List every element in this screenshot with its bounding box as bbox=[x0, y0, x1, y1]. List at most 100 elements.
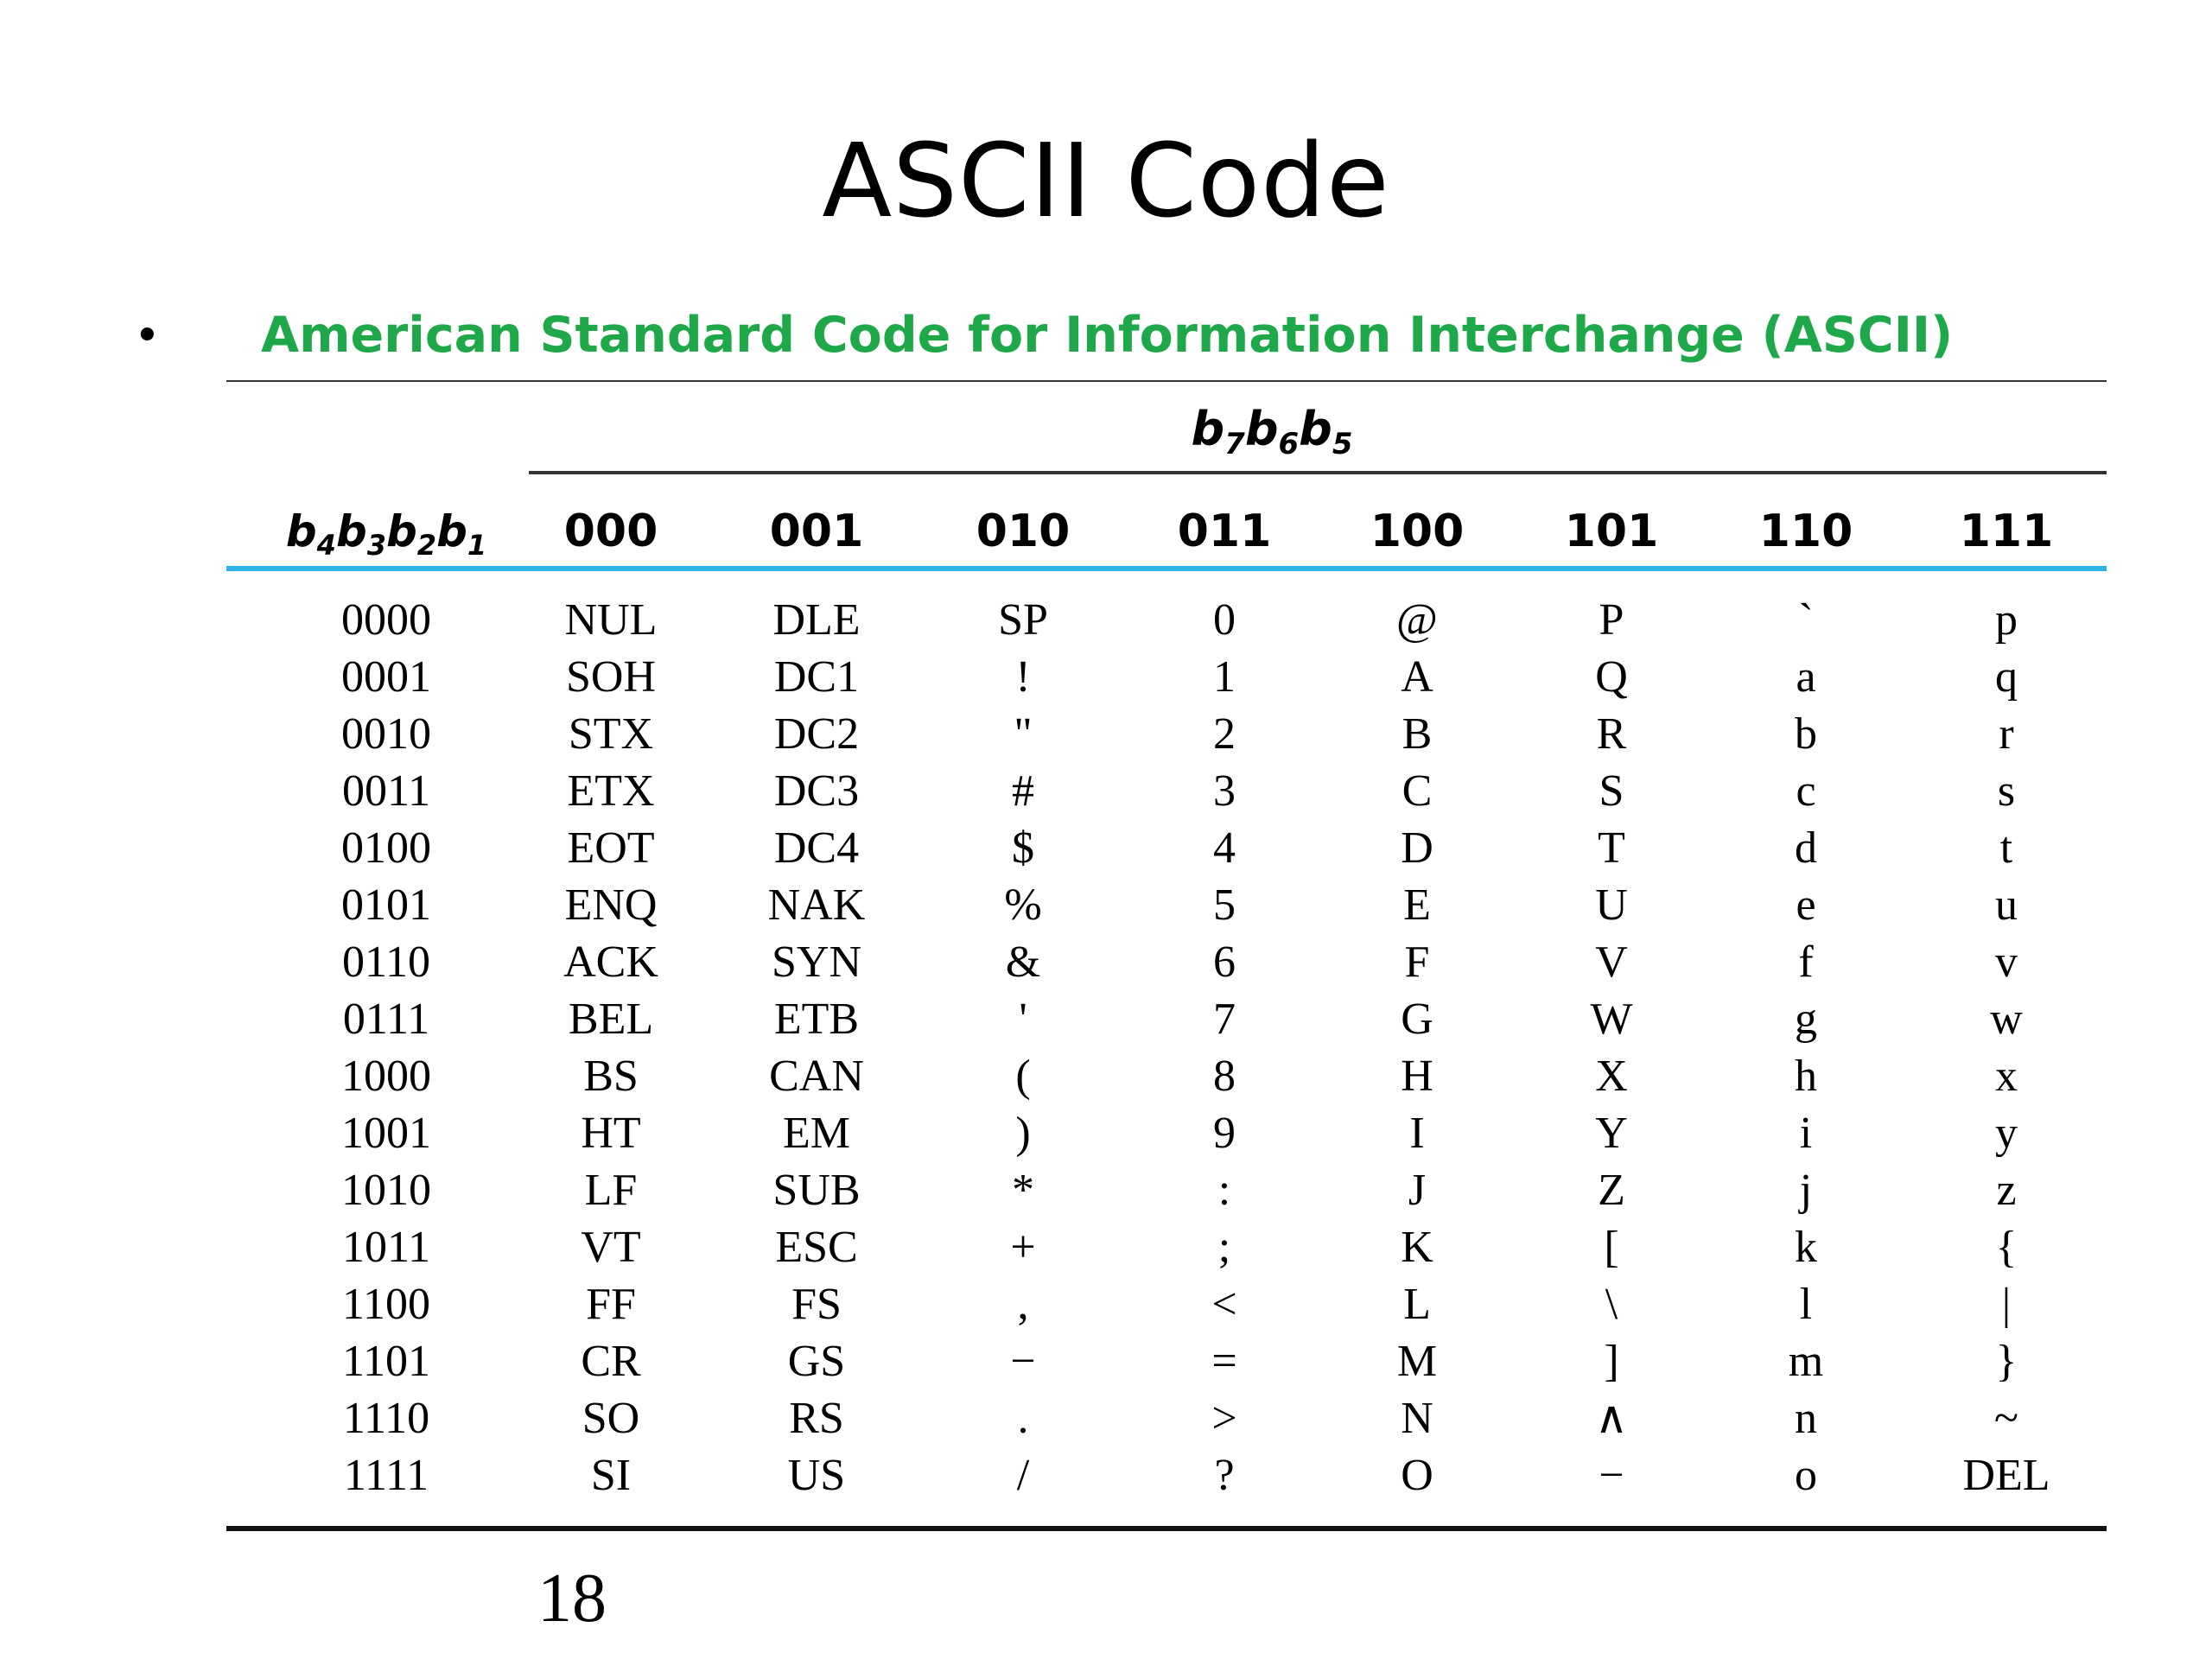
row-code-cell: 1101 bbox=[341, 1337, 431, 1386]
table-cell: + bbox=[1010, 1223, 1036, 1272]
table-cell: ] bbox=[1604, 1337, 1619, 1386]
row-header-label: b4b3b2b1 bbox=[286, 497, 486, 580]
table-cell: ` bbox=[1798, 595, 1814, 645]
table-cell: ' bbox=[1019, 995, 1027, 1044]
table-cell: 3 bbox=[1213, 766, 1236, 816]
column-header: 000 bbox=[563, 505, 658, 557]
bullet-dot-icon: • bbox=[134, 309, 161, 362]
row-header-b4-letter: b bbox=[285, 506, 317, 556]
table-cell: @ bbox=[1396, 595, 1438, 645]
column-group-header-b7-letter: b bbox=[1191, 402, 1225, 456]
table-cell: 9 bbox=[1213, 1109, 1236, 1158]
table-cell: W bbox=[1590, 995, 1633, 1044]
table-cell: k bbox=[1795, 1223, 1817, 1272]
table-cell: i bbox=[1799, 1109, 1813, 1158]
table-cell: N bbox=[1401, 1394, 1433, 1443]
row-code-cell: 0110 bbox=[341, 938, 431, 987]
table-cell: SP bbox=[998, 595, 1048, 645]
table-cell: DC3 bbox=[773, 766, 860, 816]
table-cell: P bbox=[1599, 595, 1624, 645]
row-code-cell: 1100 bbox=[341, 1280, 431, 1329]
table-cell: 6 bbox=[1213, 938, 1236, 987]
page-number: 18 bbox=[537, 1560, 607, 1637]
table-cell: K bbox=[1401, 1223, 1433, 1272]
table-row: 1110 SO RS. > N ∧ n ~ bbox=[226, 1390, 2107, 1447]
column-group-header-b6-subscript: 6 bbox=[1278, 427, 1300, 461]
row-header-b3-subscript: 3 bbox=[366, 529, 386, 562]
table-cell: J bbox=[1408, 1166, 1427, 1215]
table-cell: , bbox=[1017, 1280, 1029, 1329]
table-cell: I bbox=[1409, 1109, 1425, 1158]
table-cell: BS bbox=[583, 1052, 639, 1101]
table-cell: ACK bbox=[563, 938, 658, 987]
table-cell: $ bbox=[1012, 823, 1034, 873]
column-header: 110 bbox=[1758, 505, 1853, 557]
table-cell: M bbox=[1396, 1337, 1438, 1386]
row-code-cell: 0101 bbox=[341, 880, 431, 930]
table-row: 0000 NUL DLE SP 0 @ P ` p bbox=[226, 592, 2107, 649]
table-cell: E bbox=[1403, 880, 1431, 930]
table-cell: US bbox=[787, 1451, 846, 1500]
table-cell: r bbox=[1999, 709, 2014, 759]
table-cell: m bbox=[1788, 1337, 1824, 1386]
table-cell: o bbox=[1795, 1451, 1817, 1500]
table-cell: ETB bbox=[773, 995, 860, 1044]
row-code-cell: 1001 bbox=[341, 1109, 431, 1158]
table-cell: SO bbox=[582, 1394, 640, 1443]
table-cell: GS bbox=[787, 1337, 846, 1386]
table-cell: w bbox=[1990, 995, 2023, 1044]
table-cell: X bbox=[1595, 1052, 1628, 1101]
table-cell: DLE bbox=[772, 595, 861, 645]
row-header-b1-letter: b bbox=[436, 506, 467, 556]
column-header: 100 bbox=[1370, 505, 1465, 557]
table-cell: Y bbox=[1595, 1109, 1628, 1158]
row-code-cell: 0011 bbox=[341, 766, 431, 816]
row-header-b4-subscript: 4 bbox=[316, 529, 336, 562]
table-cell: q bbox=[1995, 652, 2018, 702]
row-code-cell: 0000 bbox=[341, 595, 431, 645]
table-cell: . bbox=[1017, 1394, 1029, 1443]
slide-title: ASCII Code bbox=[822, 121, 1390, 240]
table-header-row: b4b3b2b1 000 001 010 011 100 101 110 111 bbox=[226, 497, 2107, 566]
table-cell: SYN bbox=[771, 938, 862, 987]
table-cell: 1 bbox=[1213, 652, 1236, 702]
table-cell: a bbox=[1796, 652, 1816, 702]
column-header: 001 bbox=[769, 505, 864, 557]
row-code-cell: 1110 bbox=[342, 1394, 430, 1443]
table-cell: x bbox=[1995, 1052, 2018, 1101]
table-cell: S bbox=[1599, 766, 1624, 816]
table-cell: O bbox=[1401, 1451, 1433, 1500]
table-cell: − bbox=[1010, 1337, 1036, 1386]
table-cell: / bbox=[1016, 1451, 1030, 1500]
table-cell: H bbox=[1401, 1052, 1433, 1101]
table-cell: ESC bbox=[775, 1223, 858, 1272]
row-header-b1-subscript: 1 bbox=[467, 529, 487, 562]
table-cell: 5 bbox=[1213, 880, 1236, 930]
table-cell: 8 bbox=[1213, 1052, 1236, 1101]
table-cell: ~ bbox=[1993, 1394, 2019, 1443]
table-cell: D bbox=[1401, 823, 1433, 873]
table-cell: < bbox=[1211, 1280, 1237, 1329]
table-cell: ETX bbox=[567, 766, 655, 816]
table-cell: 2 bbox=[1213, 709, 1236, 759]
table-cell: z bbox=[1996, 1166, 2017, 1215]
table-row: 1101 CR GS − = M] m} bbox=[226, 1333, 2107, 1390]
table-cell: ∧ bbox=[1594, 1394, 1629, 1443]
table-cell: EM bbox=[783, 1109, 850, 1158]
table-cell: VT bbox=[581, 1223, 641, 1272]
table-cell: > bbox=[1211, 1394, 1237, 1443]
table-cell: BEL bbox=[568, 995, 654, 1044]
table-cell: B bbox=[1402, 709, 1433, 759]
table-cell: ; bbox=[1217, 1223, 1231, 1272]
table-cell: g bbox=[1795, 995, 1817, 1044]
row-code-cell: 1000 bbox=[341, 1052, 431, 1101]
